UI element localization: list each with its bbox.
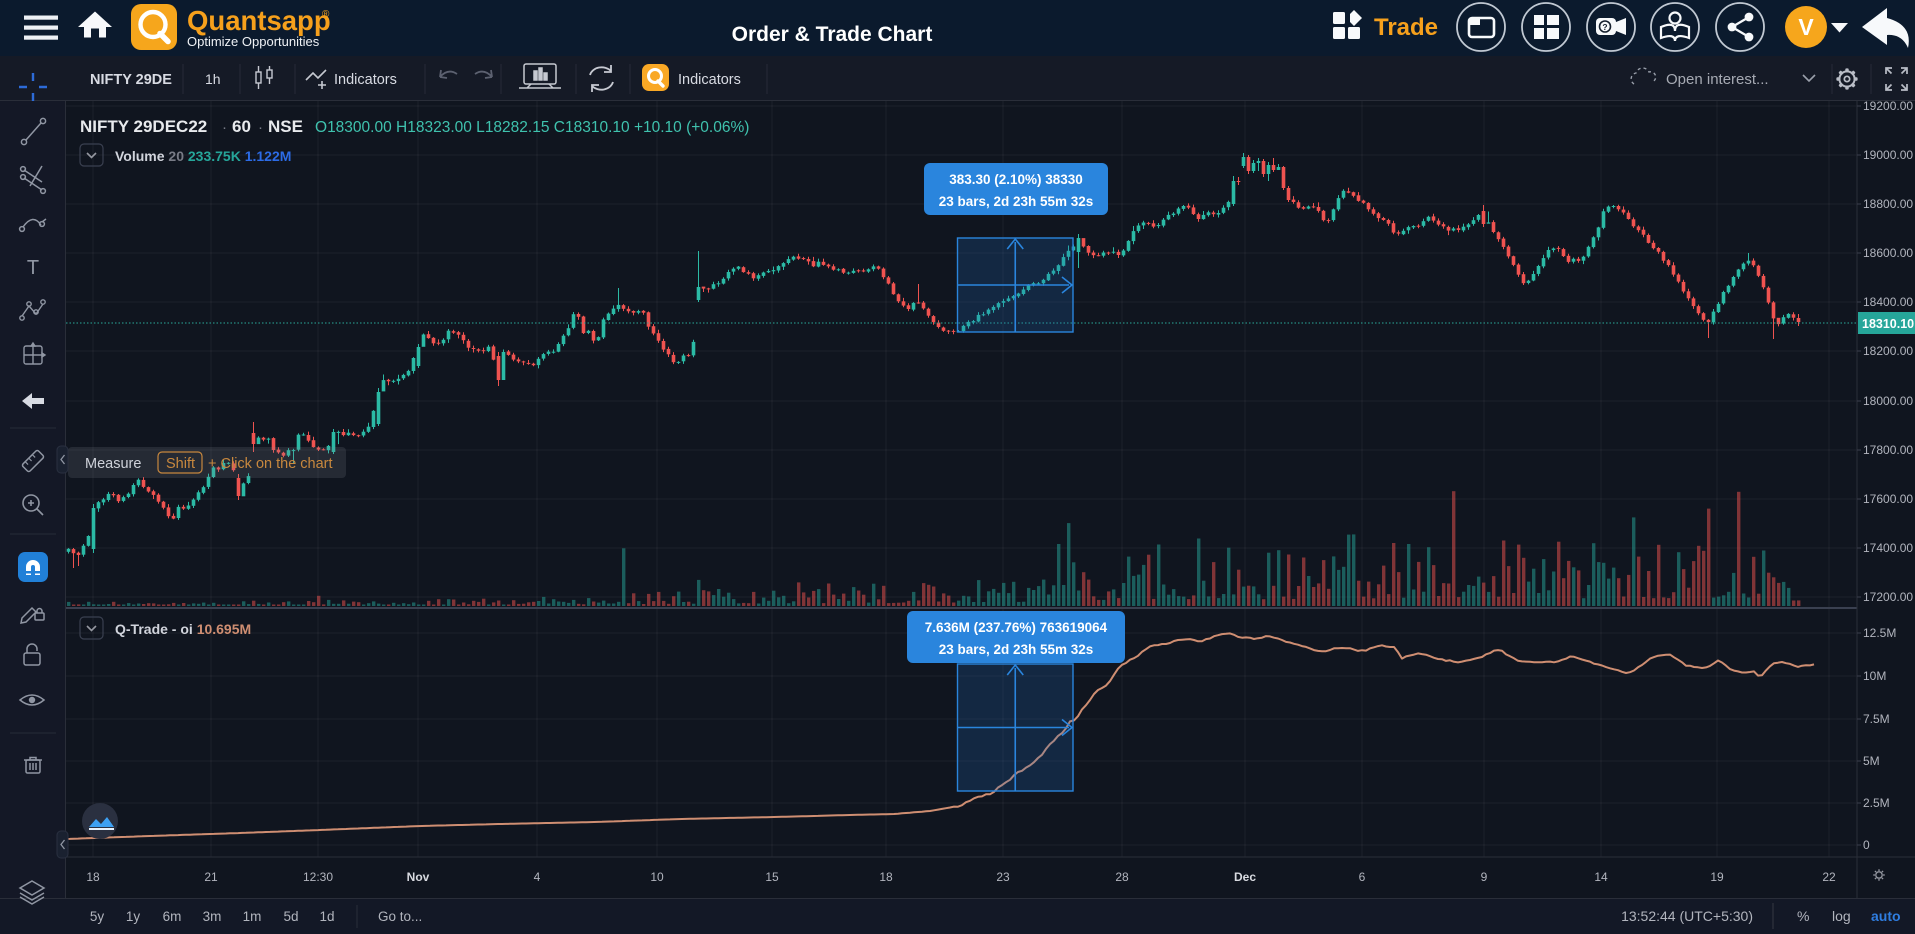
svg-text:18200.00: 18200.00 [1863, 344, 1913, 358]
svg-text:23 bars, 2d 23h 55m 32s: 23 bars, 2d 23h 55m 32s [939, 642, 1094, 657]
svg-text:17400.00: 17400.00 [1863, 541, 1913, 555]
svg-text:23 bars, 2d 23h 55m 32s: 23 bars, 2d 23h 55m 32s [939, 194, 1094, 209]
svg-text:18000.00: 18000.00 [1863, 394, 1913, 408]
svg-text:19000.00: 19000.00 [1863, 148, 1913, 162]
svg-text:Volume 20 233.75K 1.122M: Volume 20 233.75K 1.122M [115, 148, 291, 164]
svg-text:Q-Trade - oi 10.695M: Q-Trade - oi 10.695M [115, 621, 251, 637]
svg-text:14: 14 [1594, 870, 1608, 884]
svg-text:NSE: NSE [268, 117, 303, 136]
svg-text:21: 21 [204, 870, 218, 884]
svg-text:0: 0 [1863, 838, 1870, 852]
svg-text:17200.00: 17200.00 [1863, 590, 1913, 604]
svg-text:NIFTY 29DEC22: NIFTY 29DEC22 [80, 117, 207, 136]
svg-text:6: 6 [1359, 870, 1366, 884]
svg-text:·: · [222, 119, 227, 136]
svg-text:15: 15 [765, 870, 779, 884]
svg-text:17600.00: 17600.00 [1863, 492, 1913, 506]
svg-text:Nov: Nov [407, 870, 430, 884]
svg-text:22: 22 [1822, 870, 1836, 884]
svg-text:18310.10: 18310.10 [1862, 317, 1914, 331]
svg-text:18: 18 [879, 870, 893, 884]
svg-text:4: 4 [534, 870, 541, 884]
svg-text:28: 28 [1115, 870, 1129, 884]
svg-text:Shift: Shift [166, 456, 195, 472]
svg-text:383.30 (2.10%) 38330: 383.30 (2.10%) 38330 [949, 172, 1083, 187]
svg-text:18400.00: 18400.00 [1863, 295, 1913, 309]
svg-text:2.5M: 2.5M [1863, 796, 1890, 810]
svg-text:18600.00: 18600.00 [1863, 246, 1913, 260]
svg-text:O18300.00 H18323.00 L18282.1: O18300.00 H18323.00 L18282.15 C18310.10 … [315, 119, 749, 136]
svg-text:10M: 10M [1863, 669, 1886, 683]
svg-text:19200.00: 19200.00 [1863, 99, 1913, 113]
svg-text:9: 9 [1481, 870, 1488, 884]
svg-text:7.5M: 7.5M [1863, 712, 1890, 726]
svg-text:Dec: Dec [1234, 870, 1256, 884]
svg-text:17800.00: 17800.00 [1863, 443, 1913, 457]
svg-text:Measure: Measure [85, 456, 141, 472]
svg-text:23: 23 [996, 870, 1010, 884]
svg-text:18: 18 [86, 870, 100, 884]
svg-text:12:30: 12:30 [303, 870, 333, 884]
svg-text:+ Click on the chart: + Click on the chart [208, 456, 333, 472]
svg-text:12.5M: 12.5M [1863, 626, 1896, 640]
svg-text:5M: 5M [1863, 754, 1880, 768]
svg-text:18800.00: 18800.00 [1863, 197, 1913, 211]
svg-text:7.636M (237.76%) 763619064: 7.636M (237.76%) 763619064 [925, 620, 1108, 635]
svg-text:19: 19 [1710, 870, 1724, 884]
svg-text:60: 60 [232, 117, 251, 136]
svg-text:·: · [258, 119, 263, 136]
svg-text:10: 10 [650, 870, 664, 884]
